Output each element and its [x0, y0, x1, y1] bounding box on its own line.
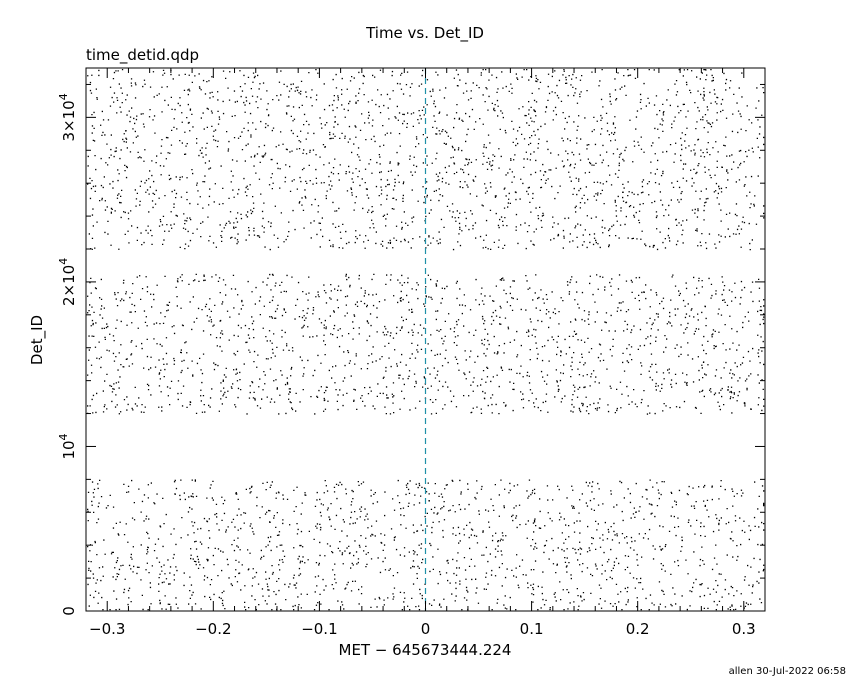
- y-tick-label: 0: [60, 606, 78, 616]
- x-tick-label: 0: [421, 620, 431, 638]
- axis-ticks: [86, 68, 765, 612]
- x-tick-label: −0.3: [89, 620, 125, 638]
- y-tick-label: 2×104: [57, 258, 78, 306]
- x-axis-label: MET − 645673444.224: [339, 641, 512, 659]
- x-tick-label: 0.1: [520, 620, 544, 638]
- y-tick-label: 3×104: [57, 93, 78, 141]
- footer-stamp: allen 30-Jul-2022 06:58: [729, 666, 846, 677]
- y-axis-label: Det_ID: [28, 315, 47, 365]
- x-tick-label: 0.3: [732, 620, 756, 638]
- chart-title: Time vs. Det_ID: [365, 24, 484, 43]
- y-tick-label: 104: [57, 433, 78, 459]
- x-tick-label: 0.2: [626, 620, 650, 638]
- x-tick-labels: −0.3 −0.2 −0.1 0 0.1 0.2 0.3: [89, 620, 756, 638]
- x-tick-label: −0.2: [195, 620, 231, 638]
- y-tick-labels: 0 104 2×104 3×104: [57, 93, 78, 615]
- x-tick-label: −0.1: [301, 620, 337, 638]
- chart-subtitle: time_detid.qdp: [86, 46, 199, 65]
